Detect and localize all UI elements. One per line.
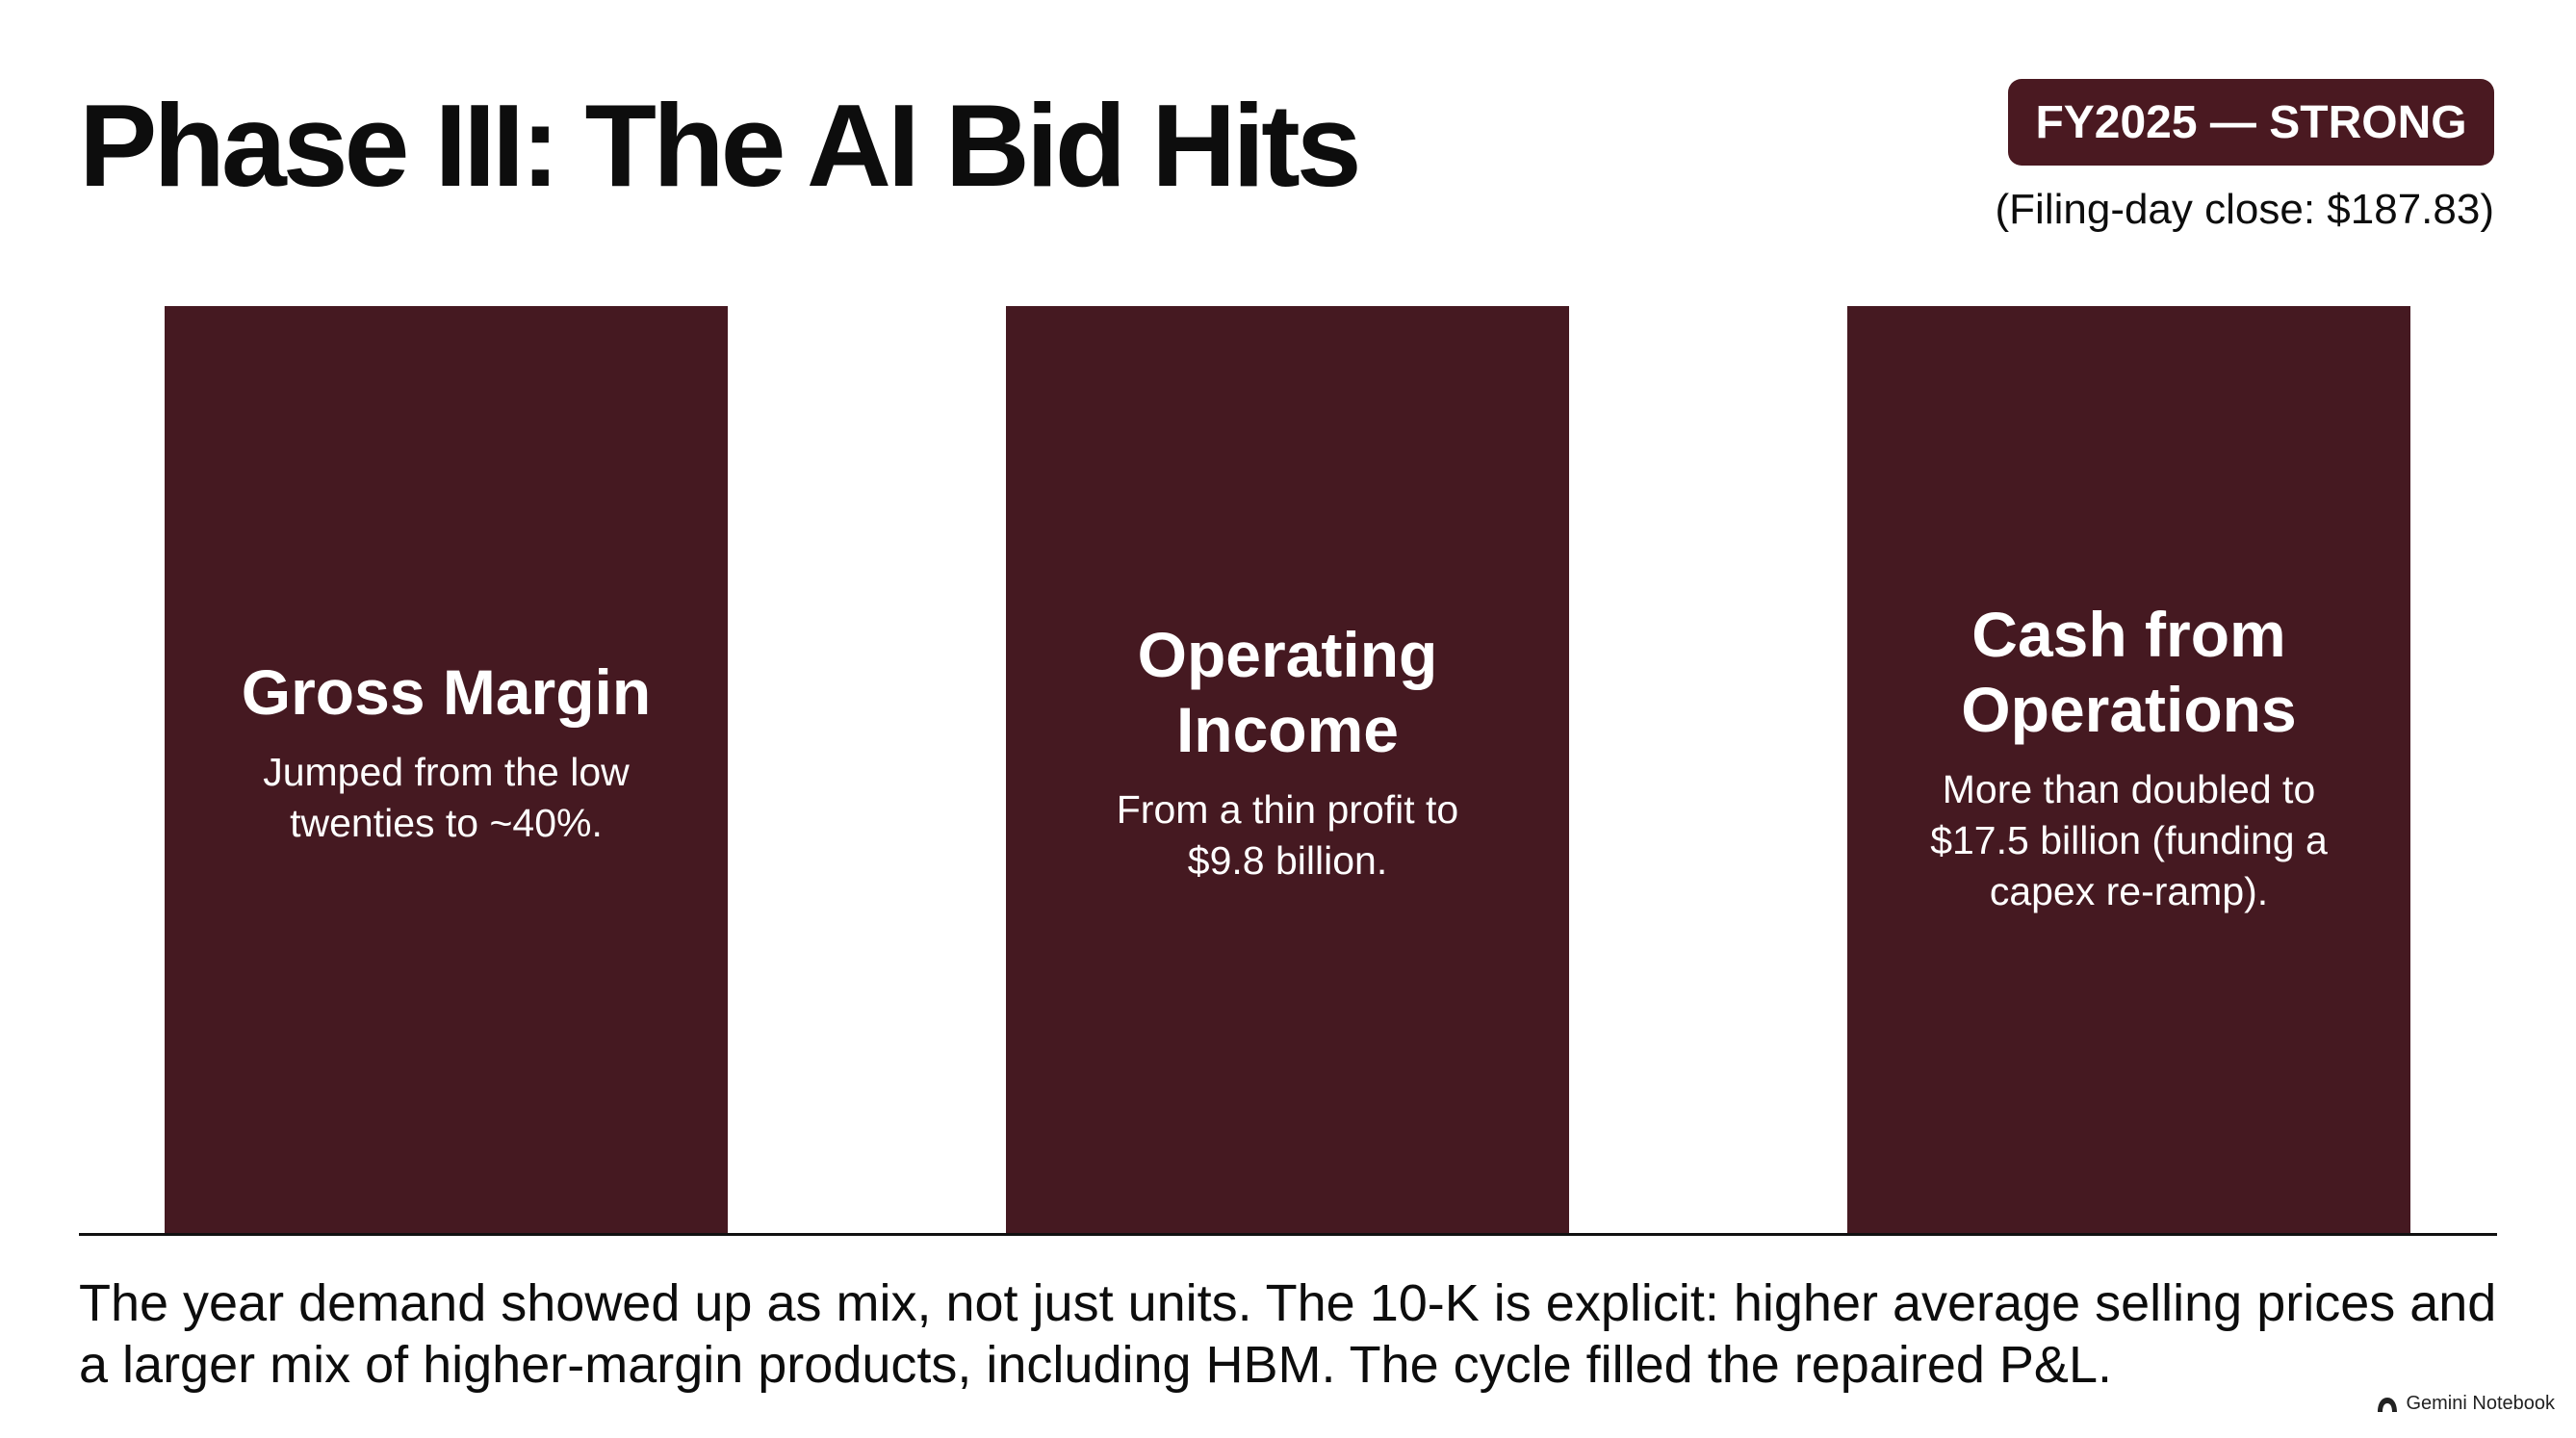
watermark: Gemini Notebook [2377,1393,2555,1415]
card-cash-from-operations: Cash from Operations More than doubled t… [1847,306,2410,1235]
card-operating-income: Operating Income From a thin profit to $… [1006,306,1569,1235]
card-gross-margin: Gross Margin Jumped from the low twentie… [165,306,728,1235]
footer-caption: The year demand showed up as mix, not ju… [79,1274,2497,1394]
filing-close-note: (Filing-day close: $187.83) [1995,186,2494,233]
card-text: Jumped from the low twenties to ~40%. [263,749,630,845]
card-title: Cash from Operations [1961,599,2297,745]
card-text: More than doubled to $17.5 billion (fund… [1930,767,2328,913]
watermark-label: Gemini Notebook [2406,1393,2555,1414]
baseline-rule [79,1233,2497,1236]
card-text: From a thin profit to $9.8 billion. [1116,786,1459,883]
year-badge: FY2025 — STRONG [2008,79,2494,166]
card-title: Operating Income [1137,618,1438,765]
slide-title: Phase III: The AI Bid Hits [79,80,1362,211]
notebook-icon [2377,1396,2398,1413]
card-title: Gross Margin [241,655,652,728]
